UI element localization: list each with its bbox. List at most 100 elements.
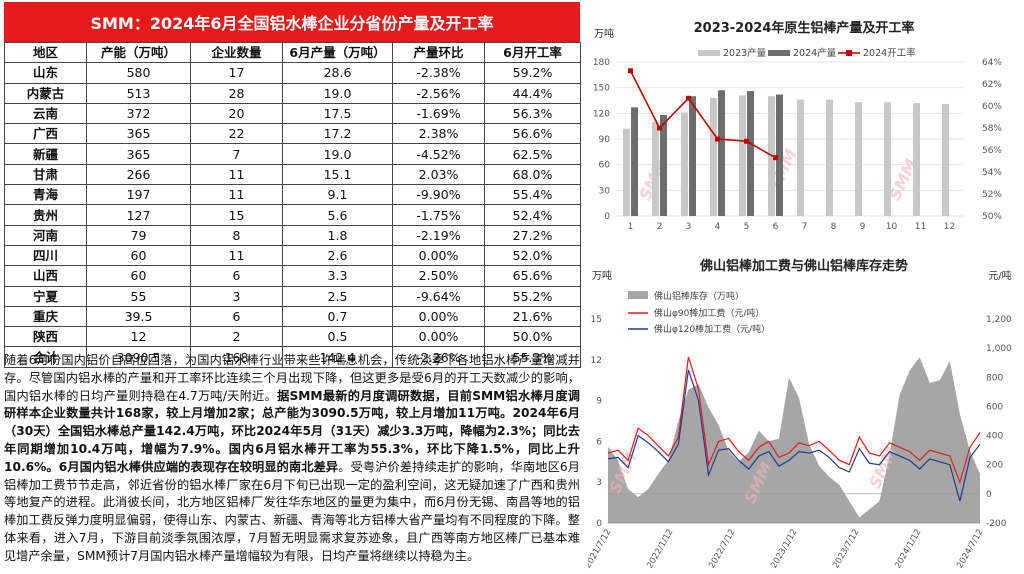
y-tick-label: 60 bbox=[599, 161, 611, 171]
x-tick-label: 10 bbox=[886, 222, 898, 232]
table-cell: 11 bbox=[190, 184, 283, 206]
province-table: 地区 产能（万吨） 企业数量 6月产量（万吨） 产量环比 6月开工率 山东 580 17 28.… bbox=[4, 41, 581, 368]
table-cell: 17.5 bbox=[282, 102, 393, 125]
table-cell: 宁夏 bbox=[4, 285, 87, 307]
table-cell: -2.19% bbox=[392, 224, 485, 246]
legend-label: 佛山φ120棒加工费（元/吨） bbox=[654, 323, 770, 335]
bar-2023 bbox=[652, 121, 659, 216]
y-right-tick-label: 64% bbox=[982, 58, 1002, 68]
table-row: 合计 3090.5 168 142.4 -2.26% 55.3% bbox=[4, 346, 581, 368]
province-table-panel: SMM：2024年6月全国铝水棒企业分省份产量及开工率 地区 产能（万吨） 企业数量… bbox=[4, 2, 581, 368]
legend-swatch bbox=[628, 291, 648, 299]
y-right-tick-label: 52% bbox=[982, 190, 1002, 200]
table-cell: 8 bbox=[190, 224, 283, 246]
table-cell: 3.3 bbox=[282, 265, 393, 287]
table-cell: 21.6% bbox=[484, 305, 581, 328]
x-tick-label: 7 bbox=[802, 222, 808, 232]
table-cell: 22 bbox=[190, 123, 283, 145]
legend-label: 2024开工率 bbox=[863, 47, 916, 59]
y-right-tick-label: 54% bbox=[982, 168, 1002, 178]
table-cell: 0.00% bbox=[392, 244, 485, 267]
table-cell: 山东 bbox=[4, 62, 87, 84]
production-rate-chart: 2023-2024年原生铝棒产量及开工率 万吨 2023产量 2024产量 2024开工… bbox=[588, 12, 1020, 252]
table-cell: 142.4 bbox=[282, 346, 393, 368]
bar-2024 bbox=[631, 107, 638, 216]
x-tick-label: 12 bbox=[944, 222, 955, 232]
table-header-cell: 产能（万吨） bbox=[86, 41, 191, 64]
y-right-tick-label: -200 bbox=[986, 519, 1007, 529]
y-left-unit-label: 万吨 bbox=[592, 269, 612, 282]
x-tick-label: 6 bbox=[773, 222, 779, 232]
table-row: 重庆 39.5 6 0.7 0.00% 21.6% bbox=[4, 305, 581, 328]
table-cell: 55.3% bbox=[484, 346, 581, 368]
table-cell: 79 bbox=[86, 224, 191, 246]
table-header-row: 地区 产能（万吨） 企业数量 6月产量（万吨） 产量环比 6月开工率 bbox=[4, 41, 581, 64]
x-tick-label: 9 bbox=[860, 222, 866, 232]
table-row: 甘肃 266 11 15.1 2.03% 68.0% bbox=[4, 163, 581, 186]
table-cell: 15.1 bbox=[282, 163, 393, 186]
table-row: 河南 79 8 1.8 -2.19% 27.2% bbox=[4, 224, 581, 246]
bar-2024 bbox=[776, 94, 783, 216]
table-body: 山东 580 17 28.6 -2.38% 59.2% 内蒙古 513 28 19.0 -2.56%… bbox=[4, 62, 581, 368]
bar-2023 bbox=[681, 112, 688, 216]
x-tick-label: 2024/7/12 bbox=[955, 528, 985, 571]
table-cell: 266 bbox=[86, 163, 191, 186]
table-cell: -2.56% bbox=[392, 82, 485, 104]
table-cell: 19.0 bbox=[282, 82, 393, 104]
table-cell: 365 bbox=[86, 143, 191, 165]
chart-title: 2023-2024年原生铝棒产量及开工率 bbox=[694, 20, 915, 36]
table-cell: 重庆 bbox=[4, 305, 87, 328]
table-cell: 50.0% bbox=[484, 326, 581, 348]
production-rate-svg: 2023-2024年原生铝棒产量及开工率 万吨 2023产量 2024产量 2024开工… bbox=[593, 20, 1003, 232]
table-cell: 9.1 bbox=[282, 184, 393, 206]
inventory-area bbox=[608, 357, 980, 523]
table-cell: 2 bbox=[190, 326, 283, 348]
table-cell: 7 bbox=[190, 143, 283, 165]
bar-2023 bbox=[710, 97, 717, 216]
y-right-tick-label: 60% bbox=[982, 102, 1002, 112]
table-cell: 内蒙古 bbox=[4, 82, 87, 104]
y-right-tick-label: 58% bbox=[982, 124, 1002, 134]
legend-label: 2024产量 bbox=[793, 47, 837, 59]
bar-2024 bbox=[660, 115, 667, 216]
table-cell: 3 bbox=[190, 285, 283, 307]
table-cell: 513 bbox=[86, 82, 191, 104]
table-cell: 广西 bbox=[4, 123, 87, 145]
bar-2023 bbox=[826, 99, 833, 216]
table-cell: -2.26% bbox=[392, 346, 485, 368]
table-cell: 12 bbox=[86, 326, 191, 348]
table-cell: 0.00% bbox=[392, 305, 485, 328]
y-right-unit-label: 元/吨 bbox=[988, 269, 1011, 282]
y-right-tick-label: 1,200 bbox=[986, 315, 1012, 325]
bar-2023 bbox=[913, 103, 920, 216]
table-cell: 17.2 bbox=[282, 123, 393, 145]
rate-point-2024 bbox=[686, 95, 691, 101]
legend-label: 佛山铝棒库存（万吨） bbox=[654, 290, 744, 302]
x-tick-label: 4 bbox=[715, 222, 721, 232]
y-tick-label: 30 bbox=[599, 186, 611, 196]
commentary-outlook: 。受粤沪价差持续走扩的影响，华南地区6月铝棒加工费节节走高，邻近省份的铝水棒厂家… bbox=[4, 459, 580, 563]
y-tick-label: 180 bbox=[593, 58, 610, 68]
bar-2024 bbox=[747, 91, 754, 216]
x-tick-label: 2023/7/12 bbox=[831, 528, 861, 571]
fee-90-line bbox=[607, 356, 981, 485]
rate-point-2024 bbox=[657, 125, 662, 131]
rate-point-2024 bbox=[628, 68, 633, 74]
table-row: 新疆 365 7 19.0 -4.52% 62.5% bbox=[4, 143, 581, 165]
y-tick-label: 0 bbox=[596, 519, 602, 529]
y-tick-label: 15 bbox=[591, 315, 602, 325]
legend-marker bbox=[846, 50, 852, 56]
table-header-cell: 6月产量（万吨） bbox=[282, 41, 393, 64]
legend-swatch bbox=[698, 50, 720, 56]
bar-2023 bbox=[797, 99, 804, 216]
table-cell: 贵州 bbox=[4, 204, 87, 226]
y-right-tick-label: 600 bbox=[986, 402, 1003, 412]
table-cell: 陕西 bbox=[4, 326, 87, 348]
table-cell: 2.50% bbox=[392, 265, 485, 287]
table-row: 陕西 12 2 0.5 0.00% 50.0% bbox=[4, 326, 581, 348]
table-cell: 0.00% bbox=[392, 326, 485, 348]
legend-swatch bbox=[768, 50, 790, 56]
table-row: 云南 372 20 17.5 -1.69% 56.3% bbox=[4, 102, 581, 125]
table-header-cell: 企业数量 bbox=[190, 41, 283, 64]
commentary-intro: 随着6月份国内铝价自高位回落，为国内铝水棒行业带来些许喘息机会，传统淡季下各地铝… bbox=[4, 353, 580, 403]
